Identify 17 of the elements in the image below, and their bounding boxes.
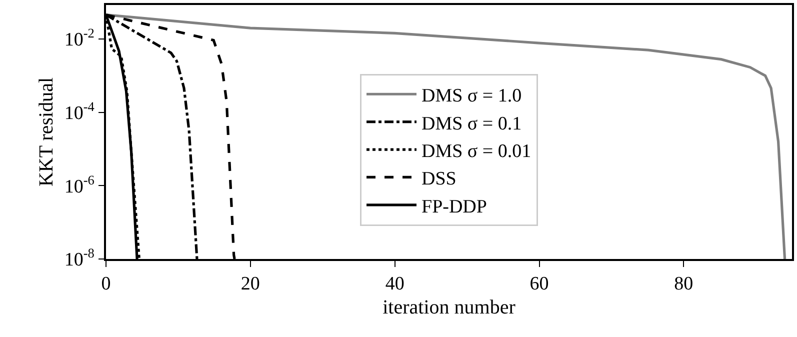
line-series <box>106 13 786 259</box>
x-tick-label: 20 <box>240 274 260 295</box>
legend-label: DSS <box>422 168 456 190</box>
y-tick-label: 10$^{-4}$ <box>64 99 95 124</box>
legend-label: DMS σ = 0.1 <box>422 113 522 134</box>
x-tick-label: 60 <box>530 274 549 295</box>
x-tick-label: 0 <box>101 274 111 295</box>
x-tick-label: 80 <box>674 274 694 295</box>
legend-label: FP-DDP <box>422 196 487 218</box>
legend-label: DMS σ = 0.01 <box>422 140 532 162</box>
x-tick-label: 40 <box>385 274 404 295</box>
y-tick-label: 10$^{-6}$ <box>64 172 95 198</box>
x-axis-title: iteration number <box>382 296 516 319</box>
legend-label: DMS σ = 1.0 <box>422 86 522 107</box>
y-tick-label: 10$^{-8}$ <box>64 246 95 271</box>
y-tick-label: 10$^{-2}$ <box>64 26 94 51</box>
y-axis-title: KKT residual <box>35 77 58 187</box>
